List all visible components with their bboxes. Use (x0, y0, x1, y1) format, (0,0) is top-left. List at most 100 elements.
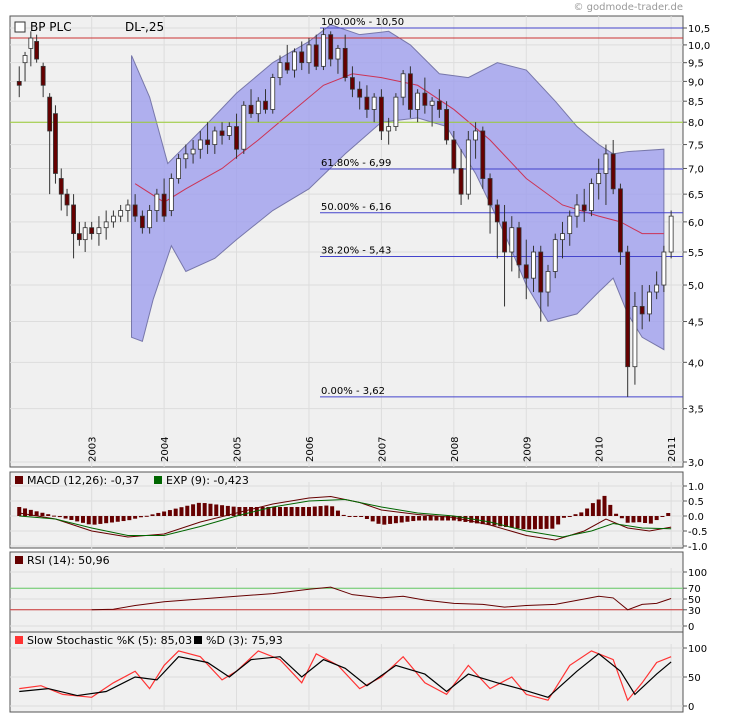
macd-histogram-bar (527, 516, 532, 530)
macd-histogram-bar (191, 504, 196, 516)
macd-histogram-bar (312, 506, 317, 516)
macd-histogram-bar (440, 516, 445, 521)
candle-body (632, 306, 638, 368)
candle-body (342, 47, 348, 78)
candle-body (386, 126, 392, 132)
macd-histogram-bar (446, 516, 451, 521)
candle-body (436, 100, 442, 110)
candle-body (422, 92, 428, 106)
macd-histogram-bar (492, 516, 497, 526)
candle-body (299, 51, 305, 64)
macd-histogram-bar (341, 514, 346, 516)
candle-body (248, 104, 254, 115)
macd-histogram-bar (28, 509, 33, 516)
candle-body (552, 239, 558, 272)
macd-histogram-bar (254, 507, 259, 516)
macd-histogram-bar (156, 512, 161, 516)
y-tick-label: 10,5 (688, 24, 710, 35)
candle-body (197, 139, 203, 150)
candlesticks (16, 28, 674, 397)
macd-histogram-bar (40, 512, 45, 516)
macd-histogram-bar (92, 516, 97, 525)
candle-body (125, 204, 131, 211)
candle-body (596, 173, 602, 185)
macd-histogram-bar (521, 516, 526, 530)
legend-box-icon (14, 21, 26, 33)
candle-body (111, 215, 116, 223)
y-tick-label: 3,0 (688, 458, 704, 469)
candle-body (560, 233, 565, 241)
macd-histogram-bar (237, 507, 242, 516)
macd-histogram-bar (335, 510, 340, 516)
y-tick-label: 6,0 (688, 218, 704, 229)
candle-body (581, 204, 587, 211)
macd-histogram-bar (393, 516, 398, 524)
macd-histogram-bar (451, 516, 456, 521)
macd-histogram-bar (498, 516, 503, 527)
stochastic-panel (9, 631, 684, 713)
candle-body (509, 227, 515, 253)
macd-histogram-bar (579, 512, 584, 516)
candle-body (429, 100, 435, 106)
macd-histogram-bar (283, 507, 288, 516)
macd-histogram-bar (52, 515, 57, 517)
macd-histogram-bar (17, 507, 22, 516)
candle-body (618, 188, 623, 253)
y-tick-label: 8,0 (688, 118, 704, 129)
y-tick-label: -0.5 (688, 527, 708, 538)
candle-body (531, 251, 536, 279)
watermark: © godmode-trader.de (574, 2, 684, 13)
candle-body (277, 62, 283, 78)
candle-body (494, 204, 500, 223)
x-tick-label: 2010 (595, 437, 606, 462)
macd-histogram-bar (637, 516, 642, 523)
candle-body (132, 204, 138, 217)
candle-body (147, 210, 153, 229)
macd-histogram-bar (538, 516, 543, 530)
macd-histogram-bar (266, 507, 271, 516)
y-tick-label: 1.0 (688, 482, 704, 493)
macd-histogram-bar (272, 507, 277, 516)
macd-histogram-bar (144, 515, 149, 517)
candle-body (610, 153, 616, 190)
y-tick-label: 7,5 (688, 141, 704, 152)
candle-body (103, 221, 109, 229)
x-tick-label: 2004 (160, 437, 171, 462)
time-axis: 2003 2004 2005 2006 2007 2008 2009 2010 2011 (88, 437, 678, 462)
macd-histogram-bar (353, 516, 358, 517)
x-tick-label: 2008 (450, 437, 461, 462)
candle-body (350, 77, 355, 90)
macd-histogram-bar (301, 507, 306, 516)
stoch-k-legend-icon (15, 636, 23, 644)
y-tick-label: -1.0 (688, 542, 708, 553)
stochastic-line (19, 650, 672, 702)
macd-histogram-bar (515, 516, 520, 529)
candle-body (451, 139, 457, 169)
candle-body (574, 204, 580, 217)
candle-body (40, 65, 46, 86)
macd-histogram-bar (573, 514, 578, 516)
y-tick-label: 10,0 (688, 41, 710, 52)
macd-histogram-bar (324, 505, 329, 516)
macd-histogram-bar (399, 516, 404, 523)
macd-histogram-bar (173, 508, 178, 516)
candle-body (76, 233, 82, 241)
rsi-panel (9, 551, 684, 633)
macd-histogram-bar (34, 511, 39, 516)
macd-histogram-bar (480, 516, 485, 525)
chart-title: BP PLC (30, 20, 72, 34)
macd-histogram-bar (214, 504, 219, 516)
fib-label: 0.00% - 3,62 (321, 386, 385, 397)
candle-body (625, 251, 631, 368)
macd-histogram-bar (631, 516, 636, 523)
macd-histogram-bar (220, 505, 225, 516)
x-tick-label: 2005 (233, 437, 244, 462)
candle-body (545, 271, 551, 293)
macd-histogram-bar (278, 507, 282, 516)
stochastic-content: 100 50 0 (10, 644, 707, 713)
macd-histogram-bar (243, 507, 248, 516)
macd-histogram-bar (382, 516, 387, 525)
macd-histogram-bar (196, 502, 201, 516)
macd-histogram-bar (260, 507, 265, 516)
y-tick-label: 5,5 (688, 248, 704, 259)
